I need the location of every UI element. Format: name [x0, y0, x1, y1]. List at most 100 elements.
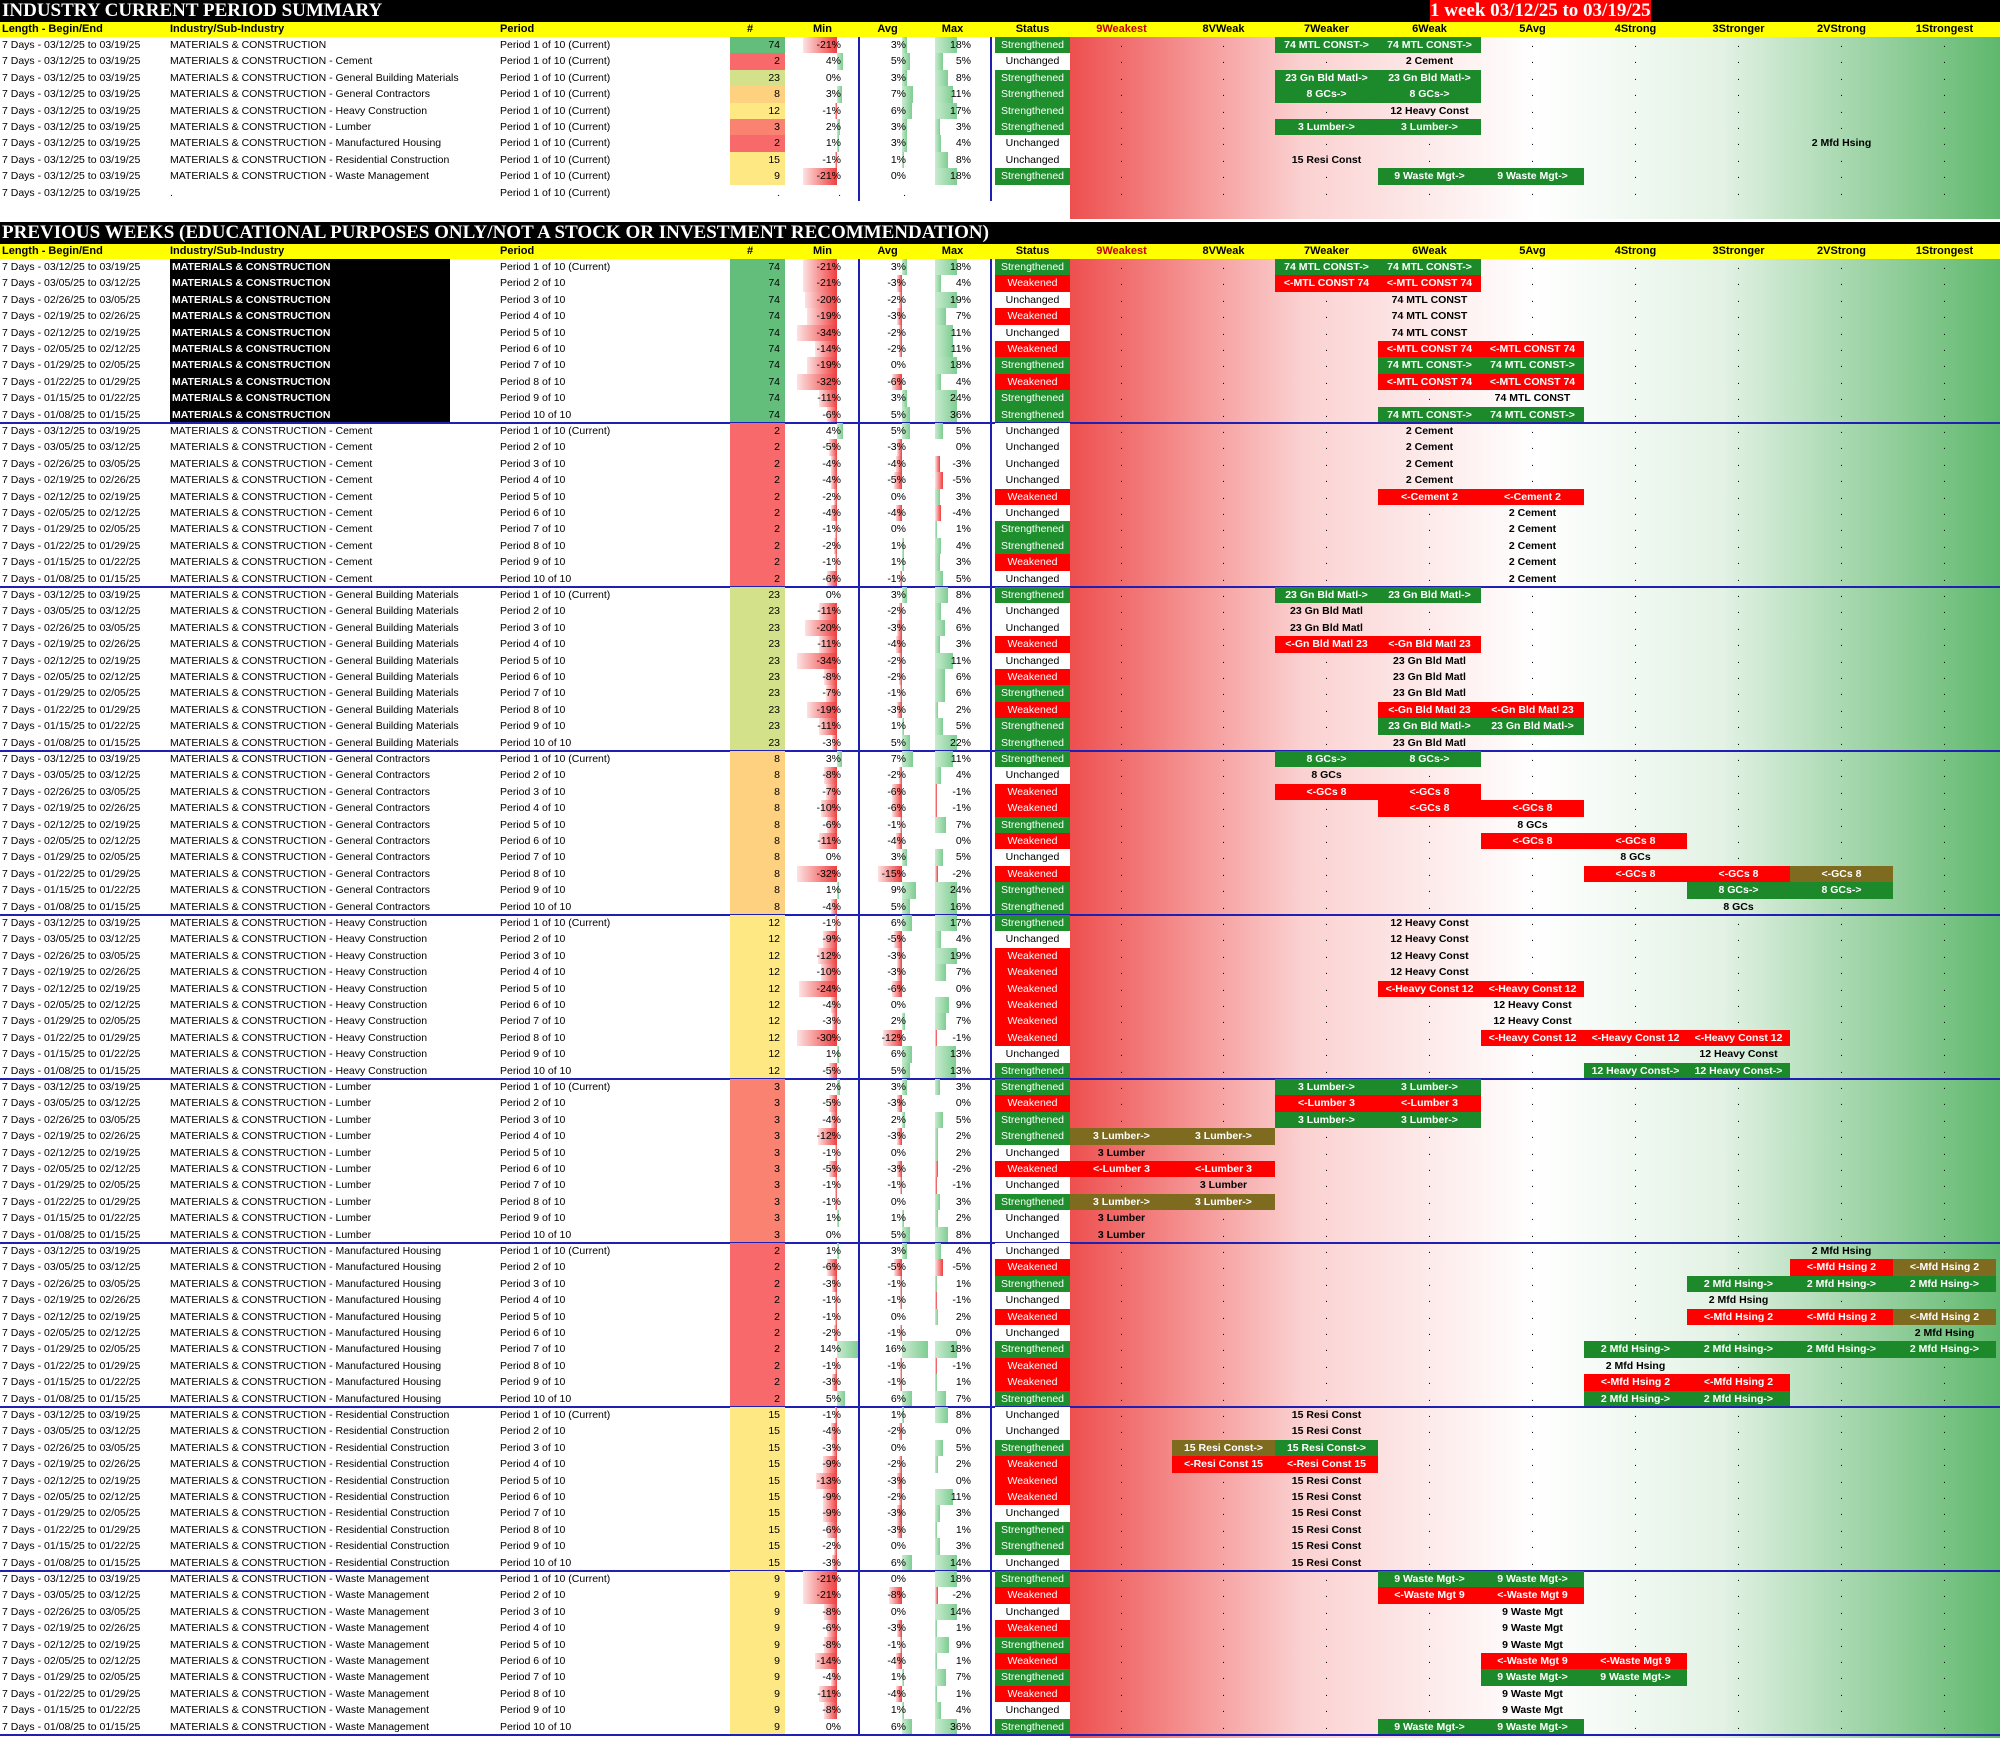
zone-dot: . [1634, 1212, 1637, 1224]
zone-tag: <-GCs 8 [1584, 865, 1687, 883]
avg-bar [902, 1079, 907, 1096]
status-cell: Strengthened [995, 915, 1070, 932]
avg-bar [894, 931, 902, 948]
zone-dot: . [1840, 1179, 1843, 1191]
zone-dot: . [1120, 753, 1123, 764]
avg-bar [902, 53, 910, 70]
max-value: 1% [955, 1523, 971, 1536]
zone-dot: . [1120, 1015, 1123, 1027]
avg-value: 7% [890, 88, 906, 101]
zone-dot: . [1943, 1212, 1946, 1224]
zone-dot: . [1325, 720, 1328, 732]
min-bar [829, 1062, 837, 1079]
zone-dot: . [1428, 1409, 1431, 1420]
max-bar [935, 406, 957, 423]
min-bar [817, 1128, 837, 1145]
zone-dot: . [1840, 1294, 1843, 1306]
table-row: 7 Days - 01/15/25 to 01/22/25 MATERIALS &… [0, 1374, 2000, 1391]
title-bar: INDUSTRY CURRENT PERIOD SUMMARY 1 week 03… [0, 0, 2000, 22]
zone-dot: . [1634, 1294, 1637, 1306]
min-bar [814, 1653, 837, 1670]
avg-value: 3% [890, 392, 906, 405]
zone-tag: 8 GCs-> [1378, 751, 1481, 768]
zone-dot: . [1634, 457, 1637, 469]
zone-dot: . [1737, 186, 1740, 198]
status-cell: Unchanged [995, 423, 1070, 440]
table-row: 7 Days - 01/22/25 to 01/29/25 MATERIALS &… [0, 1685, 2000, 1703]
zone-dot: . [1120, 137, 1123, 149]
period-cell: Period 6 of 10 [500, 1655, 566, 1667]
length-cell: 7 Days - 02/26/25 to 03/05/25 [2, 293, 141, 306]
max-bar [935, 135, 942, 152]
zone-dot: . [1943, 1195, 1946, 1207]
max-value: 7% [955, 1392, 971, 1405]
min-value: -2% [822, 1540, 841, 1553]
period-cell: Period 2 of 10 [500, 1097, 566, 1110]
table-row: 7 Days - 03/12/25 to 03/19/25 MATERIALS &… [0, 86, 2000, 103]
avg-value: 0% [890, 1540, 906, 1553]
zone-tag: 15 Resi Const [1291, 1523, 1362, 1536]
zone-dot: . [1222, 1327, 1225, 1338]
max-bar [935, 1669, 947, 1686]
zone-tag: <-GCs 8 [1687, 865, 1790, 883]
zone-dot: . [1943, 1064, 1946, 1076]
count-cell: 3 [730, 1177, 785, 1194]
avg-bar [895, 1685, 902, 1703]
table-row: 7 Days - 01/29/25 to 02/05/25 MATERIALS &… [0, 685, 2000, 702]
zone-dot: . [1943, 88, 1946, 100]
avg-value: -5% [887, 1261, 906, 1274]
zone-dot: . [1120, 261, 1123, 272]
avg-value: 5% [890, 408, 906, 421]
min-bar [837, 1079, 841, 1096]
min-bar [837, 86, 842, 103]
length-cell: 7 Days - 01/08/25 to 01/15/25 [2, 736, 141, 749]
status-cell: Weakened [995, 783, 1070, 801]
length-cell: 7 Days - 03/05/25 to 03/12/25 [2, 933, 141, 946]
min-value: -7% [822, 687, 841, 700]
zone-dot: . [1840, 556, 1843, 568]
divider-line [990, 37, 992, 201]
zone-dot: . [1840, 1359, 1843, 1371]
zone-dot: . [1428, 1655, 1431, 1666]
avg-value: -2% [887, 343, 906, 355]
industry-cell: MATERIALS & CONSTRUCTION - Waste Managem… [170, 1655, 430, 1667]
avg-bar [902, 1226, 910, 1243]
zone-dot: . [1840, 474, 1843, 486]
zone-dot: . [1120, 1655, 1123, 1666]
zone-dot: . [1325, 425, 1328, 436]
zone-dot: . [1840, 1195, 1843, 1207]
zone-tag: 3 Lumber [1097, 1146, 1146, 1159]
count-cell: 74 [730, 275, 785, 292]
max-bar [935, 1521, 937, 1539]
zone-dot: . [1634, 1720, 1637, 1732]
zone-dot: . [1325, 507, 1328, 518]
max-bar [935, 1603, 957, 1621]
period-cell: Period 5 of 10 [500, 326, 566, 339]
zone-dot: . [1325, 982, 1328, 994]
zone-dot: . [1840, 375, 1843, 387]
count-cell: 12 [730, 102, 785, 119]
zone-dot: . [1222, 687, 1225, 699]
zone-dot: . [1120, 1097, 1123, 1109]
industry-cell: MATERIALS & CONSTRUCTION [170, 39, 327, 51]
zone-dot: . [1428, 1425, 1431, 1437]
zone-dot: . [1120, 917, 1123, 928]
min-value: -6% [822, 572, 841, 585]
min-bar [832, 1275, 837, 1293]
avg-value: -1% [887, 1638, 906, 1651]
period-cell: Period 8 of 10 [500, 867, 566, 880]
zone-dot: . [1428, 1277, 1431, 1289]
length-cell: 7 Days - 02/12/25 to 02/19/25 [2, 1146, 141, 1159]
industry-cell: MATERIALS & CONSTRUCTION - Manufactured … [170, 1392, 442, 1405]
industry-cell: MATERIALS & CONSTRUCTION - General Build… [170, 605, 459, 618]
length-cell: 7 Days - 03/12/25 to 03/19/25 [2, 153, 141, 166]
zone-dot: . [1737, 153, 1740, 165]
status-cell: Weakened [995, 833, 1070, 850]
min-value: -9% [822, 1458, 841, 1471]
count-cell: 23 [730, 587, 785, 604]
avg-value: -15% [881, 867, 906, 880]
period-cell: Period 5 of 10 [500, 982, 566, 995]
max-value: 0% [955, 1425, 971, 1438]
max-value: -4% [952, 507, 971, 519]
zone-dot: . [1120, 490, 1123, 502]
